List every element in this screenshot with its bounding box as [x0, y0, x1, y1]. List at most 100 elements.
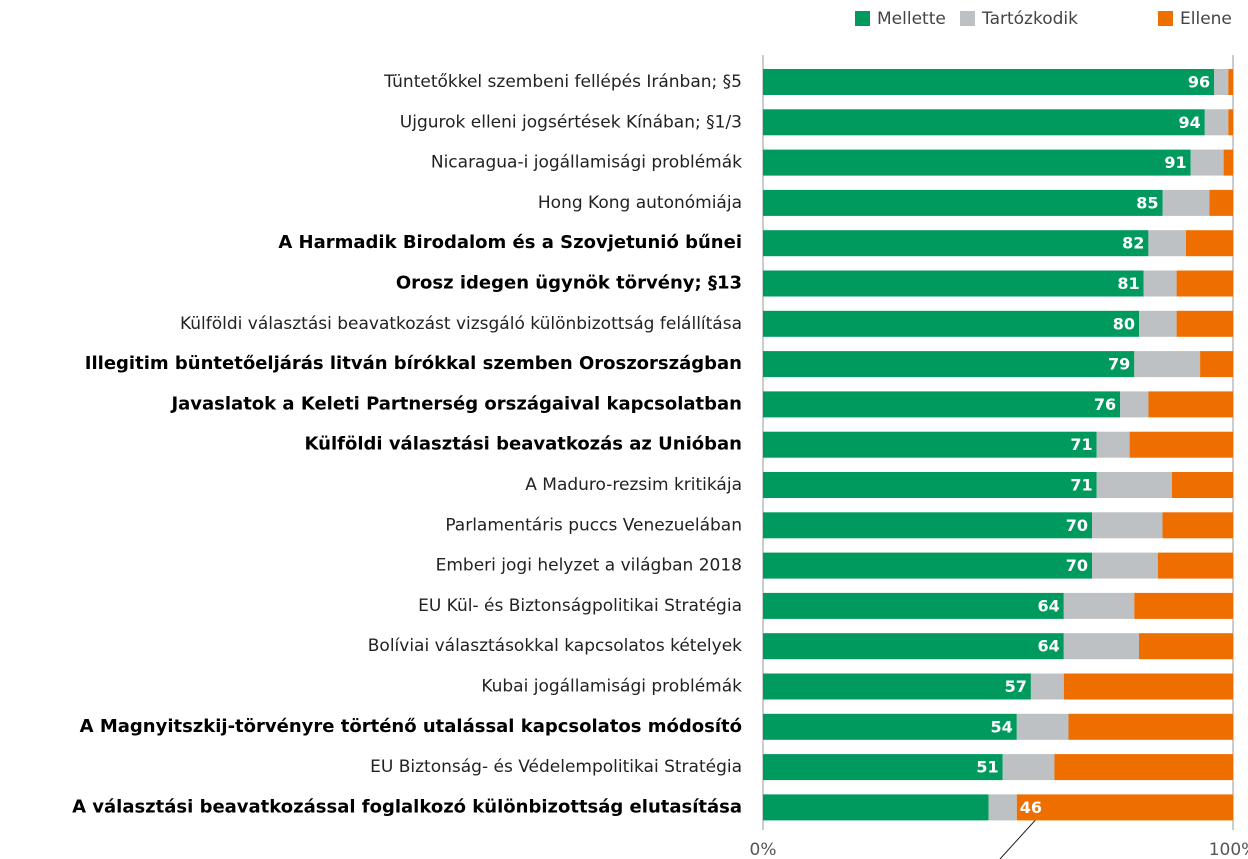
bar-segment [1092, 512, 1163, 539]
value-label: 70 [1066, 556, 1088, 575]
bar-segment [1162, 512, 1233, 539]
bar-segment [1228, 69, 1233, 95]
value-label: 57 [1005, 677, 1027, 696]
bar-segment [1063, 592, 1135, 619]
bar-segment [1134, 351, 1201, 378]
value-label: 82 [1122, 234, 1144, 253]
bar-segment [1016, 794, 1233, 821]
value-label: 91 [1164, 153, 1186, 172]
bar-segment [1002, 754, 1055, 781]
category-label: Illegitim büntetőeljárás litván bírókkal… [85, 353, 742, 374]
bar-segment [763, 552, 1092, 579]
category-label: EU Biztonság- és Védelempolitikai Straté… [370, 757, 742, 777]
value-label: 76 [1094, 395, 1116, 414]
category-label: A választási beavatkozással foglalkozó k… [72, 796, 742, 817]
bar-segment [763, 230, 1149, 257]
bar-segment [763, 149, 1191, 176]
bar-segment [1176, 270, 1233, 297]
bar-segment [763, 472, 1097, 498]
category-label: Nicaragua-i jogállamisági problémák [431, 153, 742, 173]
bar-segment [763, 512, 1092, 539]
bar-segment [763, 713, 1017, 740]
bar-segment [1148, 230, 1186, 257]
bar-segment [763, 351, 1135, 378]
bar-segment [763, 754, 1003, 781]
bar-segment [763, 391, 1121, 418]
bar-segment [1200, 351, 1233, 378]
bar-segment [1054, 754, 1233, 781]
legend-swatch [960, 11, 975, 26]
value-label: 64 [1038, 637, 1060, 656]
bar-segment [1176, 310, 1233, 337]
bar-segment [1209, 189, 1233, 216]
annotation-leader [999, 814, 1041, 859]
value-label: 85 [1136, 193, 1158, 212]
category-label: Kubai jogállamisági problémák [481, 677, 742, 697]
bar-segment [1030, 673, 1064, 700]
bar-segment [763, 673, 1031, 700]
bar-segment [1228, 109, 1233, 136]
legend-swatch [1158, 11, 1173, 26]
x-tick-label: 0% [750, 840, 777, 859]
category-label: A Magnyitszkij-törvényre történő utaláss… [80, 716, 742, 737]
value-label: 94 [1179, 113, 1201, 132]
bar-segment [1204, 109, 1229, 136]
bar-segment [1143, 270, 1177, 297]
value-label: 96 [1188, 73, 1210, 92]
bar-segment [1162, 189, 1210, 216]
value-label: 71 [1070, 435, 1092, 454]
bar-segment [763, 592, 1064, 619]
bar-segment [1134, 592, 1233, 619]
value-label: 46 [1020, 798, 1042, 817]
value-label: 70 [1066, 516, 1088, 535]
bar-segment [1214, 69, 1229, 95]
category-label: Emberi jogi helyzet a világban 2018 [436, 556, 742, 576]
bar-segment [1139, 633, 1233, 660]
category-label: Külföldi választási beavatkozást vizsgál… [180, 314, 742, 334]
bar-segment [763, 310, 1139, 337]
bar-segment [1096, 431, 1130, 458]
bar-segment [763, 270, 1144, 297]
category-label: A Maduro-rezsim kritikája [525, 475, 742, 495]
value-label: 54 [991, 717, 1013, 736]
legend-label: Ellene [1180, 9, 1232, 29]
bar-segment [763, 633, 1064, 660]
value-label: 81 [1117, 274, 1139, 293]
category-label: Tüntetőkkel szembeni fellépés Iránban; §… [383, 72, 742, 92]
bar-segment [1092, 552, 1158, 579]
category-label: A Harmadik Birodalom és a Szovjetunió bű… [278, 232, 742, 253]
bar-segment [1190, 149, 1224, 176]
legend-label: Tartózkodik [981, 9, 1078, 29]
category-label: Ujgurok elleni jogsértések Kínában; §1/3 [400, 112, 742, 132]
bar-segment [1120, 391, 1149, 418]
category-label: Orosz idegen ügynök törvény; §13 [396, 273, 742, 294]
bar-segment [1063, 633, 1139, 660]
bar-segment [1171, 472, 1233, 498]
bar-segment [763, 431, 1097, 458]
bar-segment [763, 794, 989, 821]
bar-segment [1063, 673, 1233, 700]
value-label: 79 [1108, 355, 1130, 374]
category-label: Javaslatok a Keleti Partnerség országaiv… [169, 393, 742, 414]
bar-segment [763, 109, 1205, 136]
bar-segment [1139, 310, 1177, 337]
legend-swatch [855, 11, 870, 26]
value-label: 51 [976, 758, 998, 777]
bar-segment [1157, 552, 1233, 579]
category-label: Parlamentáris puccs Venezuelában [445, 515, 742, 535]
bar-segment [1129, 431, 1233, 458]
x-tick-label: 100% [1209, 840, 1248, 859]
bar-segment [763, 189, 1163, 216]
bar-segment [1186, 230, 1233, 257]
bar-segment [1148, 391, 1233, 418]
value-label: 71 [1070, 476, 1092, 495]
category-label: Bolíviai választásokkal kapcsolatos kéte… [368, 636, 742, 656]
bar-segment [1223, 149, 1233, 176]
category-label: Hong Kong autonómiája [538, 193, 742, 213]
category-label: Külföldi választási beavatkozás az Uniób… [305, 434, 742, 455]
bar-segment [763, 69, 1215, 95]
bar-segment [988, 794, 1017, 821]
bar-segment [1096, 472, 1172, 498]
value-label: 64 [1038, 596, 1060, 615]
